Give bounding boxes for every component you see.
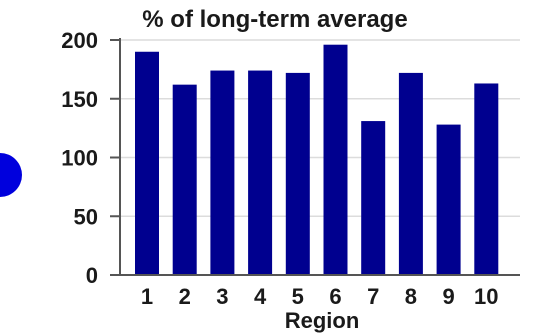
y-tick-label: 100 <box>61 146 98 171</box>
x-tick-label: 8 <box>405 284 417 309</box>
bar-region-5 <box>285 72 310 276</box>
y-tick-label: 50 <box>74 204 98 229</box>
y-tick-label: 200 <box>61 28 98 53</box>
axes <box>119 38 520 276</box>
bar-region-6 <box>323 44 348 276</box>
x-tick-label: 4 <box>254 284 267 309</box>
x-tick-label: 5 <box>292 284 304 309</box>
x-tick-label: 2 <box>179 284 191 309</box>
x-tick-label: 9 <box>442 284 454 309</box>
bar-region-1 <box>135 51 159 275</box>
y-tick-label: 0 <box>86 263 98 288</box>
x-tick-label: 7 <box>367 284 379 309</box>
bar-region-8 <box>398 72 423 276</box>
bar-region-9 <box>436 124 461 275</box>
chart-title: % of long-term average <box>142 6 407 33</box>
x-tick-label: 6 <box>329 284 341 309</box>
x-tick-labels: 1 2 3 4 5 6 7 8 9 10 <box>141 284 499 309</box>
bar-region-3 <box>210 70 235 275</box>
x-axis-title: Region <box>285 308 360 333</box>
y-tick-label: 150 <box>61 87 98 112</box>
bar-region-4 <box>248 70 273 275</box>
bars <box>135 44 499 276</box>
bar-region-2 <box>172 84 197 276</box>
y-tick-labels: 0 50 100 150 200 <box>61 28 98 288</box>
x-tick-label: 3 <box>216 284 228 309</box>
blue-dot-marker <box>0 153 22 197</box>
x-tick-label: 1 <box>141 284 153 309</box>
x-tick-label: 10 <box>474 284 498 309</box>
bar-region-7 <box>361 121 386 275</box>
bar-region-10 <box>474 83 499 275</box>
